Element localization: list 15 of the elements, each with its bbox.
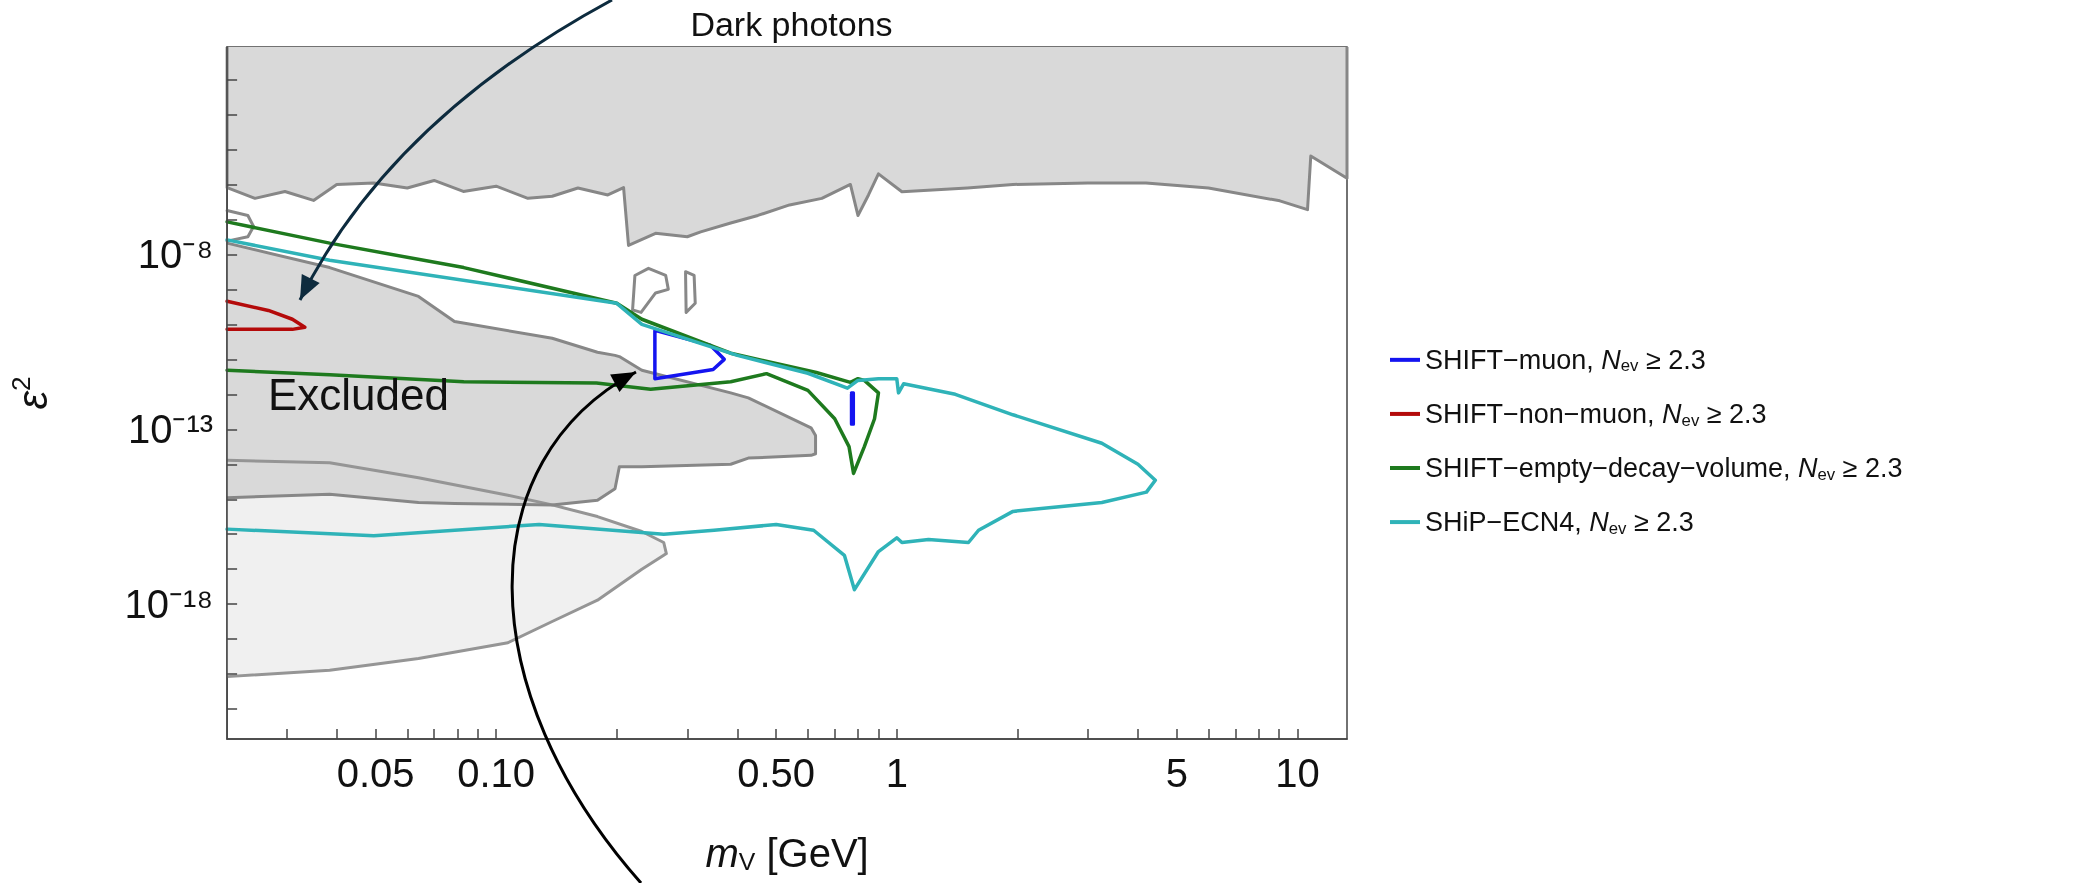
x-axis-title: mV [GeV] (705, 830, 869, 875)
y-tick-label: 10⁻⁸ (137, 232, 214, 277)
y-axis-title: ε2 (6, 376, 57, 410)
x-tick-label: 0.50 (737, 751, 816, 795)
y-tick-label: 10⁻¹³ (127, 407, 214, 452)
line-series (631, 266, 670, 314)
y-tick-label: 10⁻¹⁸ (124, 582, 214, 627)
x-tick-label: 5 (1165, 751, 1188, 795)
x-tick-label: 10 (1275, 751, 1320, 795)
annotation: Excluded (268, 369, 450, 419)
line-series (684, 270, 697, 314)
chart-title: Dark photons (690, 5, 893, 43)
x-tick-label: 0.10 (457, 751, 536, 795)
x-tick-label: 0.05 (336, 751, 415, 795)
x-tick-label: 1 (885, 751, 908, 795)
